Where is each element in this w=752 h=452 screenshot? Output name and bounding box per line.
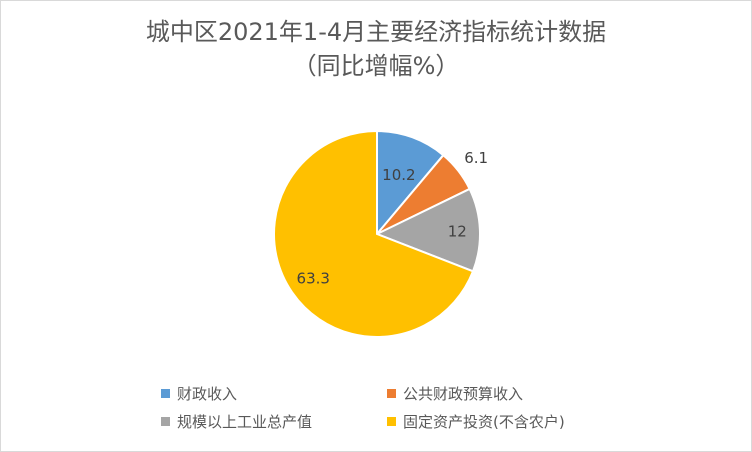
legend-swatch bbox=[387, 389, 396, 398]
legend-item-public-budget-revenue: 公共财政预算收入 bbox=[387, 383, 523, 404]
data-label-fiscal-revenue: 10.2 bbox=[382, 166, 415, 184]
legend-item-fixed-asset-investment: 固定资产投资(不含农户) bbox=[387, 411, 565, 432]
legend-label: 固定资产投资(不含农户) bbox=[403, 413, 565, 431]
pie-slice-fixed-asset-investment bbox=[273, 129, 475, 338]
legend-swatch bbox=[161, 389, 170, 398]
legend-swatch bbox=[387, 417, 396, 426]
legend-item-industrial-output: 规模以上工业总产值 bbox=[161, 411, 312, 432]
legend-label: 公共财政预算收入 bbox=[403, 385, 524, 403]
legend-item-fiscal-revenue: 财政收入 bbox=[161, 383, 237, 404]
data-label-industrial-output: 12 bbox=[448, 223, 467, 241]
pie-slice-industrial-output bbox=[374, 187, 481, 273]
data-label-fixed-asset-investment: 63.3 bbox=[297, 270, 330, 288]
legend-label: 财政收入 bbox=[177, 385, 238, 403]
pie-slice-fiscal-revenue bbox=[376, 129, 445, 237]
chart-title: 城中区2021年1-4月主要经济指标统计数据 （同比增幅%） bbox=[1, 15, 751, 83]
chart-title-line2: （同比增幅%） bbox=[292, 52, 460, 80]
legend-label: 规模以上工业总产值 bbox=[177, 413, 313, 431]
chart-title-line1: 城中区2021年1-4月主要经济指标统计数据 bbox=[145, 18, 607, 46]
data-label-public-budget-revenue: 6.1 bbox=[464, 149, 488, 167]
legend-swatch bbox=[161, 417, 170, 426]
